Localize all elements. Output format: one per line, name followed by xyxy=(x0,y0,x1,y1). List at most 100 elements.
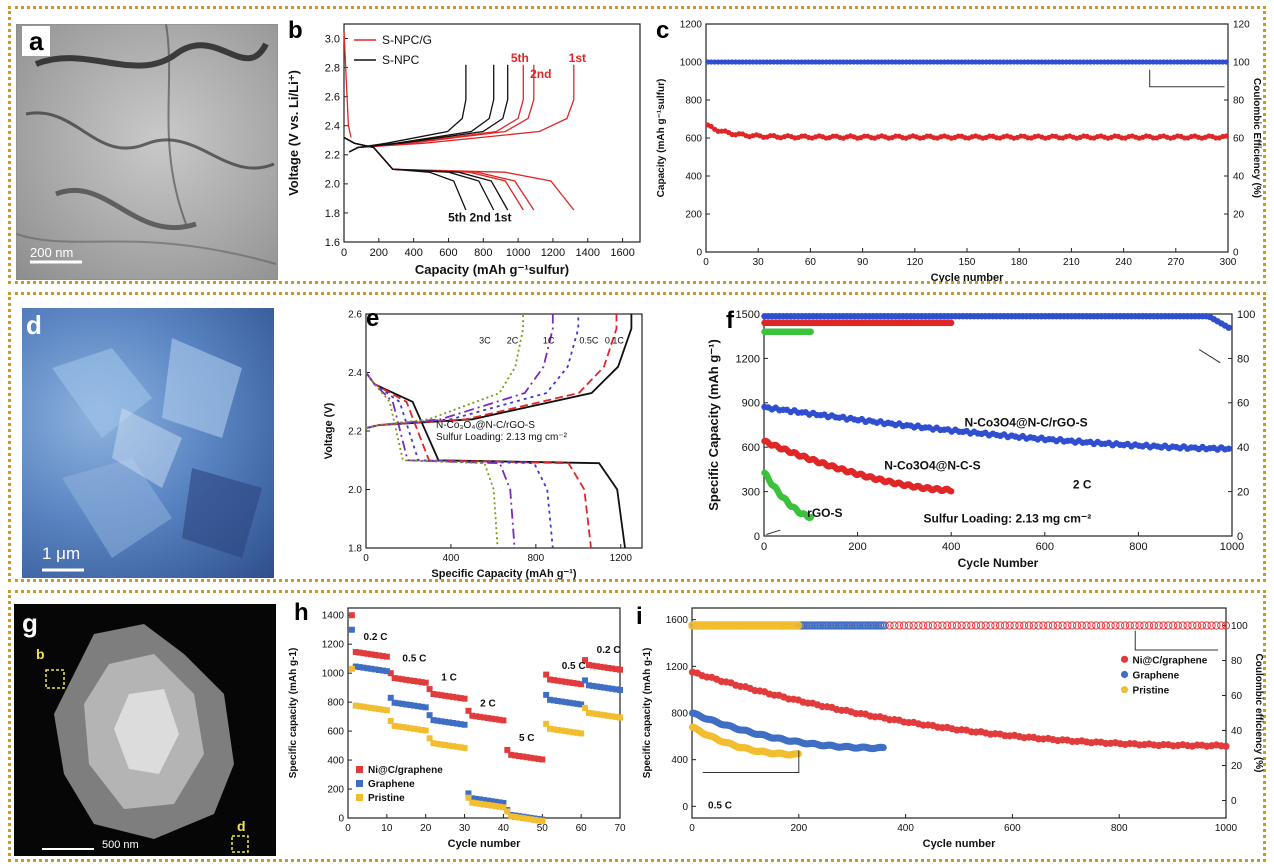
rate-point xyxy=(399,700,406,707)
rate-point xyxy=(395,675,402,682)
rate-point xyxy=(414,726,421,733)
rate-point xyxy=(469,795,476,802)
efficiency-point xyxy=(1159,621,1168,630)
plot-frame xyxy=(691,607,1227,819)
efficiency-point xyxy=(1092,621,1101,630)
efficiency-point xyxy=(1225,324,1232,331)
rate-point xyxy=(414,678,421,685)
rate-point xyxy=(383,653,390,660)
y-tick-label: 200 xyxy=(327,785,344,796)
y-tick-label: 600 xyxy=(685,134,702,145)
rate-point xyxy=(543,691,550,698)
rate-point xyxy=(523,815,530,822)
y-axis-label: Voltage (V vs. Li/Li⁺) xyxy=(286,70,301,196)
chart-c: 0 30 60 90 120 150 180 210 240 270 300020040060080… xyxy=(656,17,1262,282)
rate-point xyxy=(550,677,557,684)
y2-tick-label: 100 xyxy=(1231,621,1248,632)
rate-point xyxy=(585,682,592,689)
panel-a-scalebar: 200 nm xyxy=(30,245,73,260)
rate-point xyxy=(535,817,542,824)
rate-point xyxy=(512,752,519,759)
rate-point xyxy=(558,727,565,734)
efficiency-point xyxy=(1106,621,1115,630)
rate-point xyxy=(364,665,371,672)
efficiency-point xyxy=(807,328,814,335)
panel-letter: b xyxy=(288,17,303,44)
legend-label: Ni@C/graphene xyxy=(368,765,443,776)
rate-point xyxy=(379,667,386,674)
x-tick-label: 270 xyxy=(1167,257,1184,268)
efficiency-point xyxy=(1072,621,1082,630)
x-tick-label: 1200 xyxy=(610,553,633,564)
x-tick-label: 600 xyxy=(1004,823,1021,834)
rate-point xyxy=(578,701,585,708)
y-tick-label: 1200 xyxy=(322,640,345,651)
rate-point xyxy=(500,804,507,811)
rate-point xyxy=(481,797,487,804)
panel-letter: f xyxy=(726,307,735,334)
efficiency-point xyxy=(1178,621,1187,630)
efficiency-point xyxy=(904,621,913,630)
rate-point xyxy=(434,740,441,747)
rate-label: 0.2 C xyxy=(597,645,621,656)
rate-point xyxy=(543,671,550,678)
x-tick-label: 1200 xyxy=(541,247,565,259)
rate-point xyxy=(547,676,554,683)
y2-tick-label: 80 xyxy=(1233,96,1245,107)
rate-point xyxy=(422,727,429,734)
rate-point xyxy=(554,697,561,704)
legend-swatch xyxy=(1120,670,1129,679)
rate-point xyxy=(348,612,355,619)
x-axis-label: Cycle number xyxy=(931,272,1004,282)
rate-point xyxy=(407,677,414,684)
y-tick-label: 1.8 xyxy=(325,208,340,220)
chart-f: 0 200 400 600 800 100003006009001200150002040… xyxy=(706,307,1255,570)
rate-point xyxy=(504,746,511,753)
rate-point xyxy=(465,790,472,797)
rate-point xyxy=(535,755,542,762)
y2-tick-label: 120 xyxy=(1233,20,1250,31)
curve-annotation: 1st xyxy=(569,51,586,65)
rate-point xyxy=(492,798,499,805)
axis-arrow-left xyxy=(766,529,781,535)
efficiency-point xyxy=(909,621,918,630)
rate-point xyxy=(426,735,433,742)
capacity-point xyxy=(1225,445,1232,452)
x-tick-label: 50 xyxy=(537,823,549,834)
rate-point xyxy=(562,728,569,735)
rate-point xyxy=(438,692,445,699)
efficiency-point xyxy=(957,621,966,630)
x-tick-label: 200 xyxy=(790,823,807,834)
x-tick-label: 0 xyxy=(363,553,369,564)
y-axis-label: Capacity (mAh g⁻¹sulfur) xyxy=(656,79,667,198)
chart-annotation: 0.5 C xyxy=(708,801,732,812)
chart-h: 0 10 20 30 40 50 60 70 0 200 400 600 800 1000 1200 1400… xyxy=(288,599,626,850)
rate-point xyxy=(434,717,441,724)
y-axis-label: Specific capacity (mAh g-1) xyxy=(642,648,653,779)
rate-point xyxy=(391,722,398,729)
panel-g-box-b-label: b xyxy=(36,646,45,662)
rate-point xyxy=(574,729,581,736)
discharge-curve xyxy=(343,136,575,211)
efficiency-point xyxy=(1082,621,1091,630)
rate-point xyxy=(356,703,363,710)
rate-point xyxy=(547,696,554,703)
curve-annotation: 5th 2nd 1st xyxy=(448,211,511,225)
efficiency-point xyxy=(981,621,990,630)
rate-point xyxy=(492,716,499,723)
rate-point xyxy=(613,686,620,693)
efficiency-point xyxy=(976,621,985,630)
rate-point xyxy=(484,797,491,804)
rate-point xyxy=(566,728,573,735)
rate-point xyxy=(418,679,425,686)
efficiency-point xyxy=(1221,621,1231,630)
rate-point xyxy=(387,694,394,701)
chart-annotation: Sulfur Loading: 2.13 mg cm⁻² xyxy=(436,432,568,443)
efficiency-point xyxy=(943,621,952,630)
rate-point xyxy=(543,720,550,727)
y-tick-label: 0 xyxy=(682,802,688,813)
x-tick-label: 400 xyxy=(897,823,914,834)
rate-point xyxy=(387,717,394,724)
rate-point xyxy=(453,694,460,701)
y2-tick-label: 60 xyxy=(1233,134,1245,145)
